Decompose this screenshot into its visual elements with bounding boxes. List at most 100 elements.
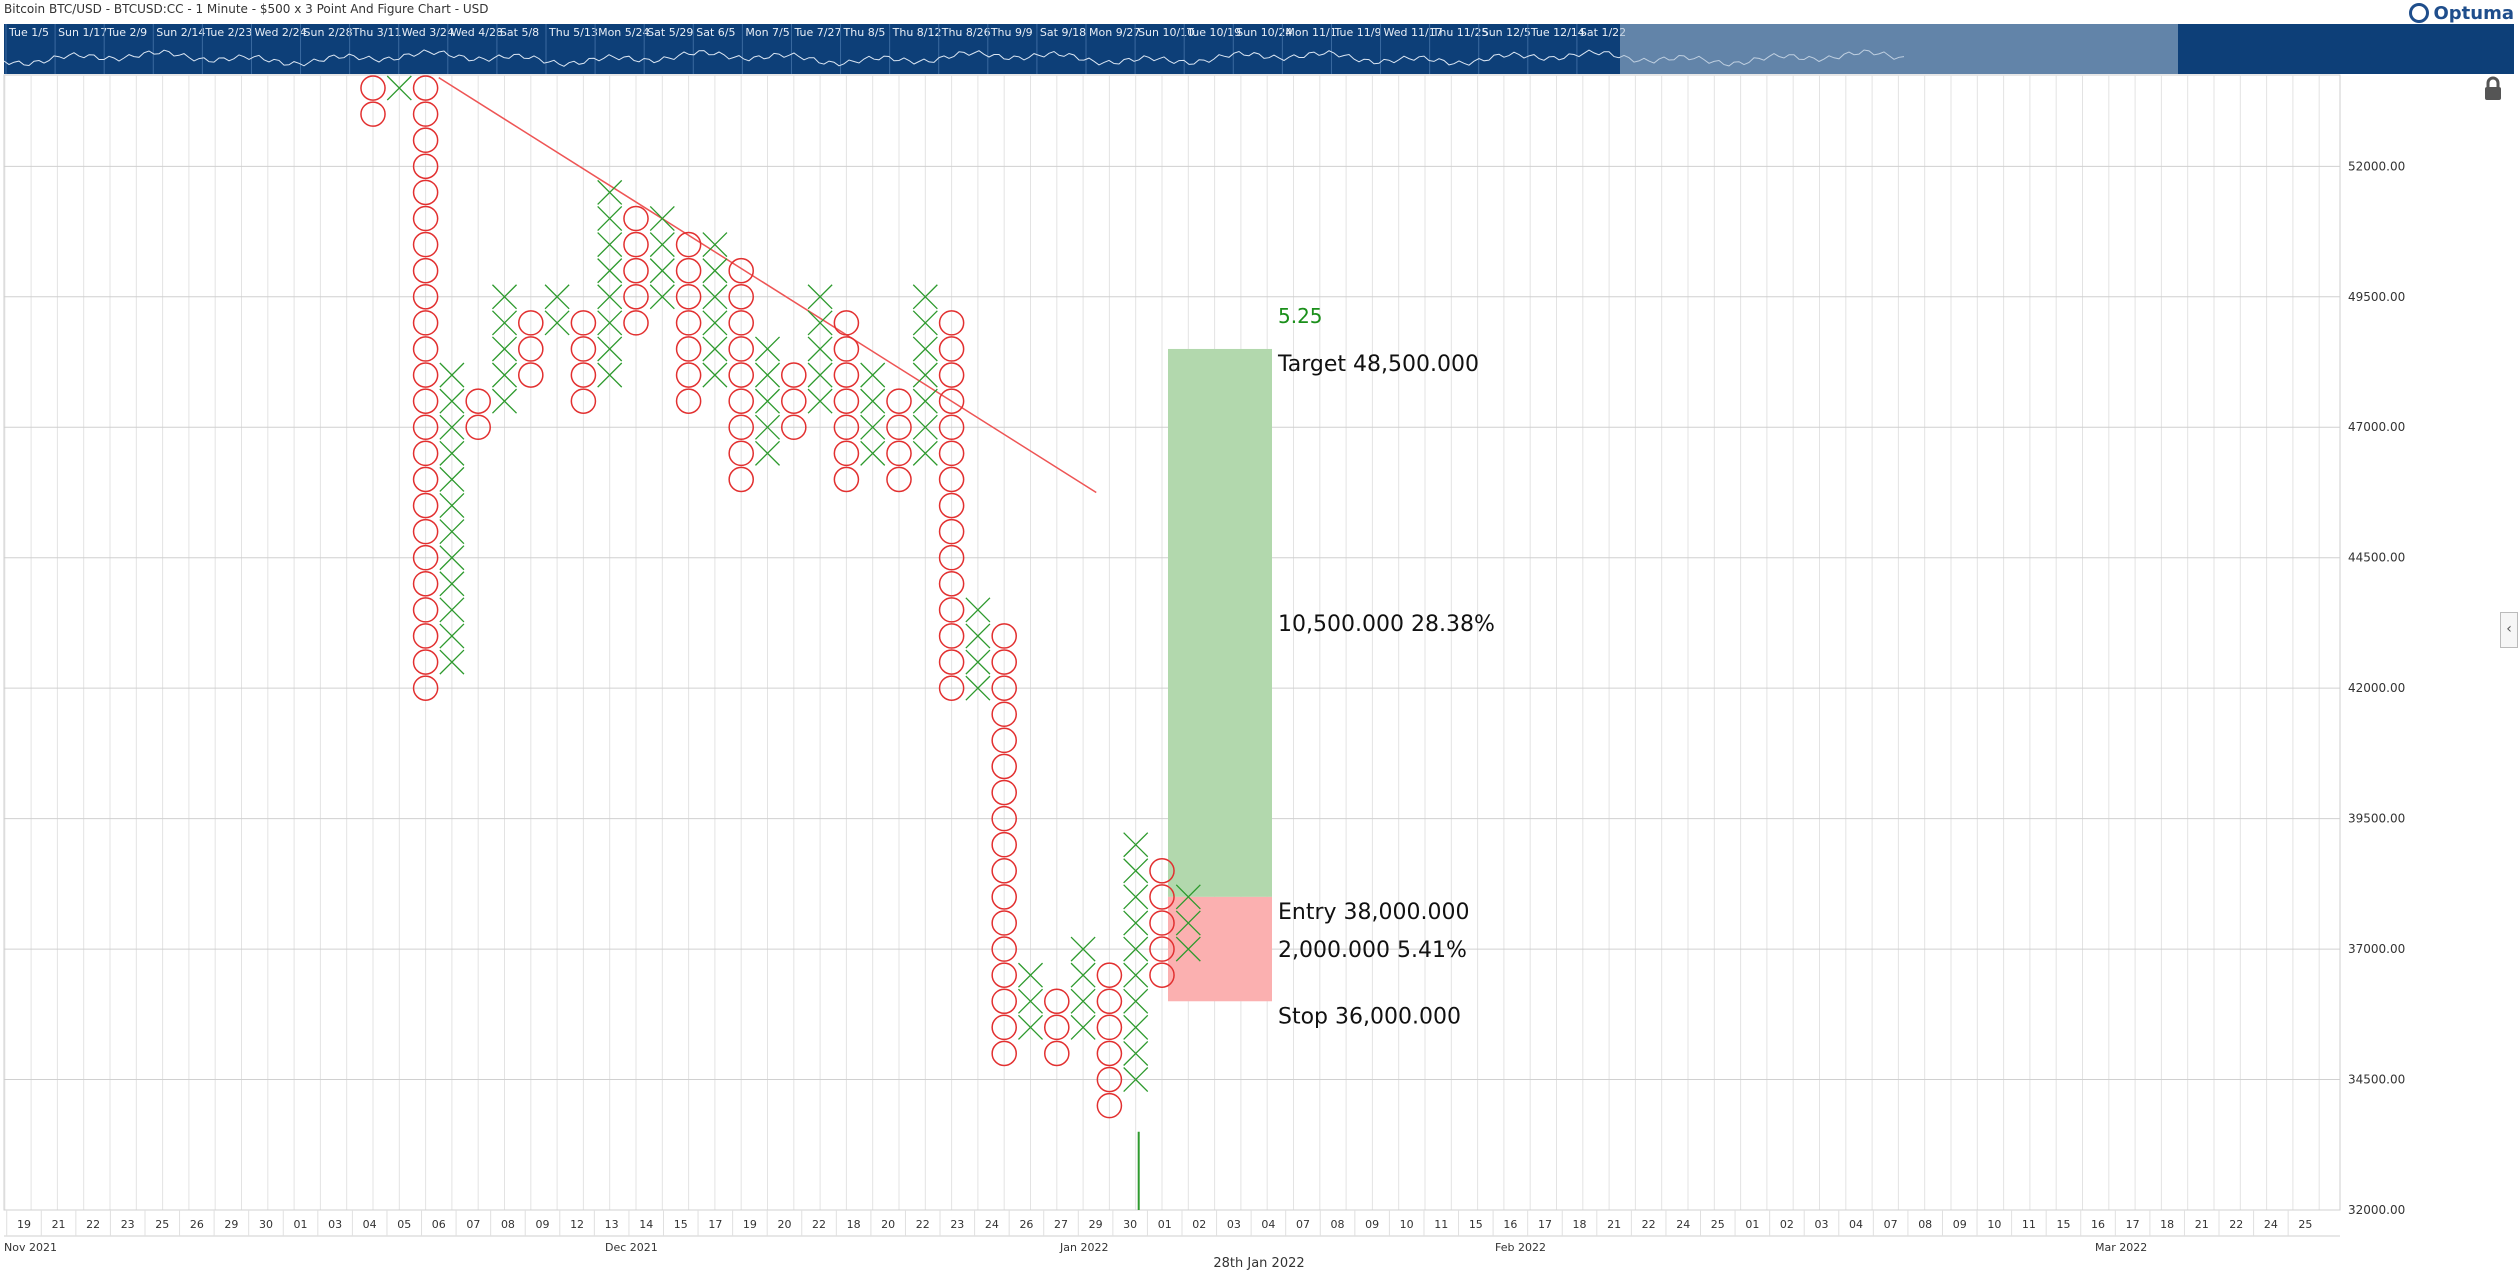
optuma-logo-icon [2409, 3, 2430, 23]
y-tick-label: 37000.00 [2348, 942, 2405, 956]
navigator-date-label: Thu 8/12 [892, 26, 942, 39]
o-box [1149, 858, 1175, 884]
o-box [728, 466, 754, 493]
o-box [728, 336, 754, 362]
navigator-window[interactable] [1620, 24, 2178, 74]
x-day-label: 24 [985, 1218, 999, 1231]
x-box [1123, 936, 1149, 962]
o-box [991, 962, 1017, 988]
x-box [1123, 988, 1149, 1014]
x-day-label: 09 [1365, 1218, 1379, 1231]
x-box [754, 414, 781, 440]
x-day-label: 25 [1711, 1218, 1725, 1231]
o-box [1044, 1040, 1070, 1067]
o-box [1044, 988, 1070, 1015]
o-box [1096, 1014, 1123, 1041]
x-box [912, 362, 938, 388]
o-box [728, 414, 754, 441]
reward-zone [1168, 348, 1272, 897]
o-box [938, 388, 965, 414]
navigator-date-label: Mon 5/24 [598, 26, 649, 39]
x-box [439, 519, 465, 545]
x-day-label: 18 [1573, 1218, 1587, 1231]
o-box [833, 310, 860, 336]
navigator-date-label: Tue 11/9 [1333, 26, 1381, 39]
x-box [597, 362, 623, 388]
y-tick-label: 49500.00 [2348, 290, 2405, 304]
navigator-date-label: Tue 12/14 [1530, 26, 1585, 39]
x-box [491, 388, 518, 414]
o-box [991, 727, 1017, 754]
x-day-label: 14 [639, 1218, 653, 1231]
x-box [1070, 988, 1096, 1014]
o-box [938, 518, 965, 545]
x-day-label: 01 [1745, 1218, 1759, 1231]
x-box [754, 440, 781, 466]
o-box [728, 257, 754, 284]
x-day-label: 10 [1987, 1218, 2001, 1231]
x-box [702, 284, 728, 310]
o-box [465, 414, 491, 441]
x-day-label: 22 [916, 1218, 930, 1231]
o-box [833, 362, 860, 388]
y-tick-label: 39500.00 [2348, 812, 2405, 826]
x-box [1070, 936, 1096, 962]
x-box [439, 545, 465, 571]
x-box [912, 388, 938, 414]
o-box [412, 414, 439, 441]
x-month-label: Mar 2022 [2095, 1241, 2147, 1254]
o-box [938, 675, 965, 701]
x-day-label: 10 [1400, 1218, 1414, 1231]
x-month-label: Jan 2022 [1059, 1241, 1108, 1254]
o-box [938, 570, 965, 597]
x-day-label: 23 [950, 1218, 964, 1231]
o-box [675, 283, 702, 310]
collapse-panel-button[interactable]: ‹ [2500, 612, 2518, 648]
x-box [439, 440, 465, 466]
o-box [675, 310, 702, 336]
x-day-label: 09 [1953, 1218, 1967, 1231]
navigator-date-label: Wed 11/17 [1384, 26, 1443, 39]
o-box [518, 336, 544, 362]
timeline-navigator[interactable]: Tue 1/5 Sun 1/17 Tue 2/9 Sun 2/14 Tue 2/23 We… [3, 24, 2514, 74]
x-day-label: 16 [2091, 1218, 2105, 1231]
x-box [860, 440, 886, 466]
x-day-label: 09 [536, 1218, 550, 1231]
x-box [439, 623, 465, 649]
o-box [412, 205, 439, 232]
o-box [360, 75, 386, 101]
o-box [412, 492, 439, 519]
o-box [675, 362, 702, 388]
x-day-label: 08 [1918, 1218, 1932, 1231]
x-day-label: 18 [847, 1218, 861, 1231]
x-day-label: 03 [328, 1218, 342, 1231]
o-box [675, 336, 702, 362]
x-day-label: 01 [294, 1218, 308, 1231]
o-box [412, 310, 439, 336]
navigator-date-label: Thu 9/9 [990, 26, 1033, 39]
x-day-label: 30 [259, 1218, 273, 1231]
navigator-date-label: Sat 6/5 [696, 26, 735, 39]
o-box [886, 466, 912, 493]
x-box [702, 310, 728, 336]
x-month-label: Dec 2021 [605, 1241, 658, 1254]
entry-label: Entry 38,000.000 [1278, 900, 1470, 925]
x-box [491, 362, 518, 388]
x-box [702, 232, 728, 258]
x-box [597, 179, 623, 205]
lock-icon[interactable] [2482, 76, 2504, 102]
x-box [754, 336, 781, 362]
navigator-date-label: Sun 1/17 [58, 26, 107, 39]
o-box [886, 388, 912, 414]
o-box [1096, 1092, 1123, 1119]
navigator-date-label: Sun 10/24 [1236, 26, 1292, 39]
x-box [965, 623, 991, 649]
x-box [912, 310, 938, 336]
o-box [938, 362, 965, 388]
x-box [1123, 1040, 1149, 1066]
x-day-label: 29 [1089, 1218, 1103, 1231]
x-box [544, 310, 570, 336]
x-day-label: 18 [2160, 1218, 2174, 1231]
x-box [965, 675, 991, 701]
